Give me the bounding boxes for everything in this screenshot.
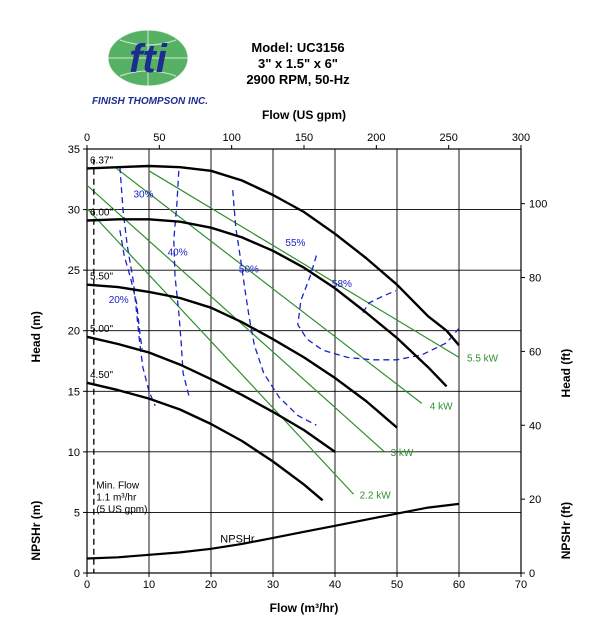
power-line (114, 166, 423, 404)
top-tick-label: 100 (222, 132, 240, 144)
efficiency-label: 50% (239, 265, 259, 276)
left-tick-label: 25 (68, 265, 80, 277)
chart-header: Model: UC3156 3" x 1.5" x 6" 2900 RPM, 5… (228, 40, 368, 88)
efficiency-curve (362, 290, 397, 313)
right-tick-label: 100 (529, 199, 547, 211)
right-tick-label: 40 (529, 420, 541, 432)
bottom-tick-label: 70 (515, 579, 527, 591)
logo-mark: fti (129, 37, 168, 81)
top-axis-title: Flow (US gpm) (262, 108, 346, 122)
efficiency-curve (232, 190, 317, 426)
model-size: 3" x 1.5" x 6" (258, 56, 338, 71)
impeller-curve (86, 283, 398, 429)
right-npsh-title: NPSHr (ft) (559, 502, 573, 559)
left-tick-label: 0 (74, 568, 80, 580)
bottom-tick-label: 40 (329, 579, 341, 591)
top-tick-label: 0 (84, 132, 90, 144)
impeller-curve (86, 218, 448, 388)
min-flow-label: Min. Flow (96, 481, 140, 492)
power-line-label: 4 kW (430, 401, 453, 412)
left-tick-label: 30 (68, 205, 80, 217)
efficiency-curve (119, 167, 156, 407)
bottom-tick-label: 0 (84, 579, 90, 591)
top-tick-label: 200 (367, 132, 385, 144)
power-line (148, 170, 460, 358)
npsh-curve-group: NPSHr (86, 502, 460, 560)
impeller-curve (86, 381, 324, 502)
left-tick-label: 20 (68, 326, 80, 338)
bottom-tick-label: 10 (143, 579, 155, 591)
chart-labels: Flow (US gpm) Flow (m³/hr) Head (m) NPSHr (… (29, 108, 573, 615)
left-axis-title: Head (m) (29, 311, 43, 362)
model-title: Model: UC3156 (251, 40, 345, 55)
impeller-curve (86, 164, 460, 347)
impeller-label: 6.00" (90, 207, 113, 218)
model-speed: 2900 RPM, 50-Hz (246, 72, 350, 87)
efficiency-label: 40% (168, 248, 188, 259)
impeller-label: 5.50" (90, 272, 113, 283)
npshr-label: NPSHr (220, 534, 255, 546)
left-npsh-title: NPSHr (m) (29, 501, 43, 561)
left-tick-label: 10 (68, 447, 80, 459)
efficiency-curve (173, 170, 190, 398)
efficiency-label: 58% (332, 279, 352, 290)
npshr-curve (86, 502, 460, 560)
efficiency-label: 20% (109, 295, 129, 306)
left-tick-label: 5 (74, 507, 80, 519)
axes: 0 10 20 30 40 50 60 700 50 100 150 200 250 3000510152… (68, 132, 548, 591)
top-tick-label: 50 (153, 132, 165, 144)
power-line-label: 2.2 kW (360, 490, 392, 501)
right-tick-label: 60 (529, 346, 541, 358)
bottom-axis-title: Flow (m³/hr) (270, 601, 339, 615)
power-lines: 2.2 kW 3 kW 4 kW 5.5 kW (86, 166, 499, 501)
right-tick-label: 80 (529, 273, 541, 285)
impeller-label: 4.50" (90, 370, 113, 381)
impeller-label: 6.37" (90, 155, 113, 166)
right-tick-label: 20 (529, 494, 541, 506)
impeller-label: 5.00" (90, 324, 113, 335)
fti-logo-graphic: fti FINISH THOMPSON INC. (92, 29, 208, 107)
right-axis-title: Head (ft) (559, 349, 573, 398)
efficiency-label: 55% (285, 238, 305, 249)
bottom-tick-label: 30 (267, 579, 279, 591)
bottom-tick-label: 20 (205, 579, 217, 591)
top-tick-label: 250 (439, 132, 457, 144)
top-tick-label: 150 (295, 132, 313, 144)
min-flow-label: (5 US gpm) (96, 505, 147, 516)
efficiency-curve (297, 255, 460, 361)
power-line-label: 5.5 kW (467, 353, 499, 364)
left-tick-label: 15 (68, 386, 80, 398)
bottom-tick-label: 50 (391, 579, 403, 591)
logo-company-name: FINISH THOMPSON INC. (92, 96, 208, 107)
impeller-curve (86, 335, 336, 453)
right-tick-label: 0 (529, 568, 535, 580)
bottom-tick-label: 60 (453, 579, 465, 591)
power-line-label: 3 kW (391, 448, 414, 459)
left-tick-label: 35 (68, 144, 80, 156)
min-flow-label: 1.1 m³/hr (96, 493, 137, 504)
fti-logo: fti FINISH THOMPSON INC. (80, 26, 220, 108)
efficiency-curves: 20% 30% 40% 50% 55% 58% (109, 167, 460, 426)
efficiency-label: 30% (134, 189, 154, 200)
top-tick-label: 300 (512, 132, 530, 144)
impeller-curves: 6.37" 6.00" 5.50" 5.00" 4.50" (86, 155, 460, 502)
power-line (86, 207, 355, 495)
